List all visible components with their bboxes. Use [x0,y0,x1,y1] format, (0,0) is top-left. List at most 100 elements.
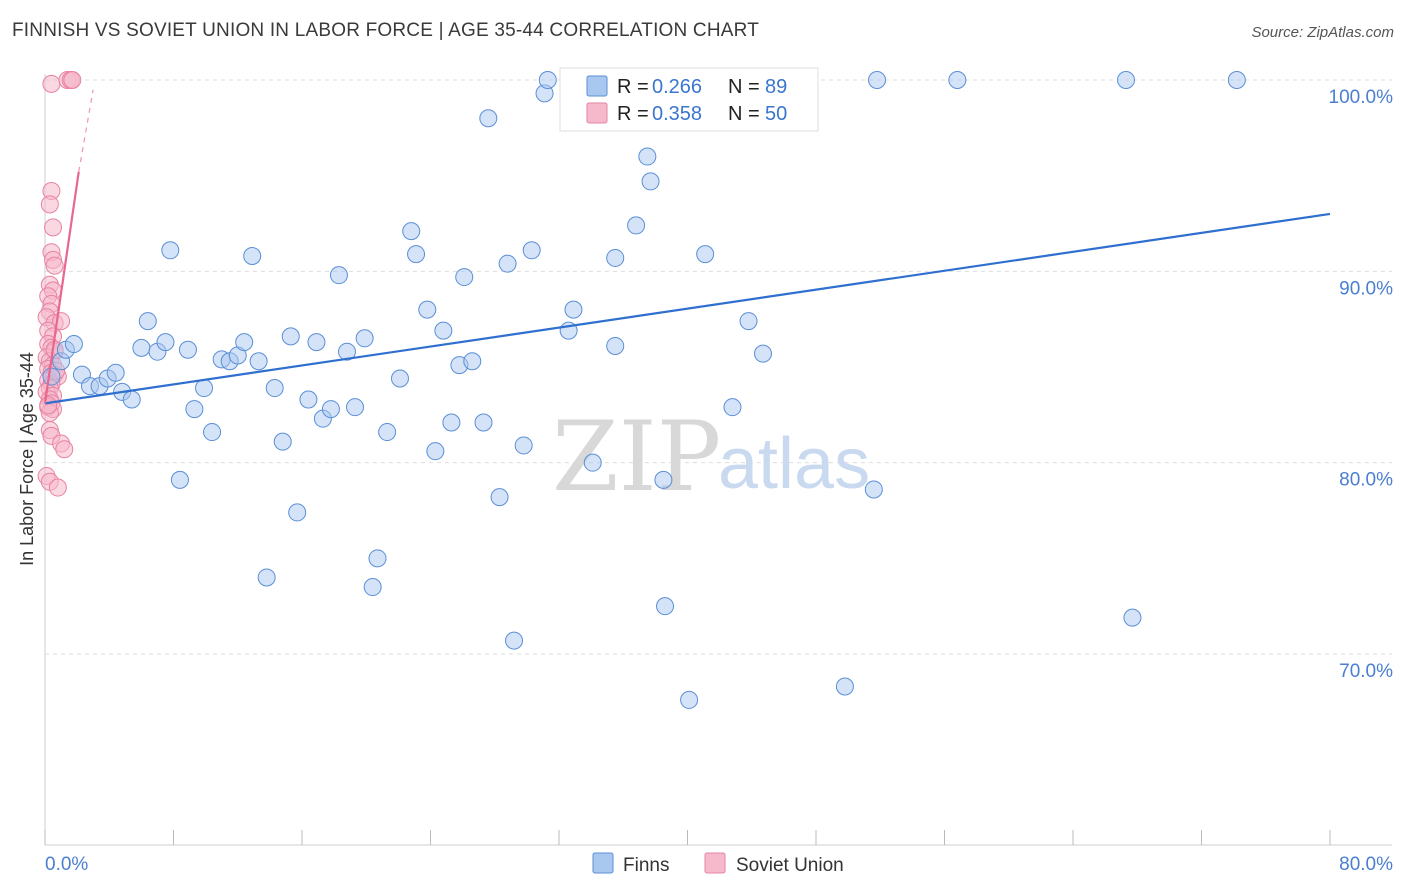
soviet-series-label: Soviet Union [736,855,844,876]
series-legend: Finns Soviet Union [592,852,844,876]
finn-point [434,321,453,340]
finn-point [564,300,583,319]
finn-point [490,488,509,507]
finn-point [299,390,318,409]
finn-point [42,367,61,386]
finn-point [696,245,715,264]
finn-point [680,690,699,709]
finns-n-value: 89 [765,76,787,98]
finn-point [479,109,498,128]
y-tick-label-100: 100.0% [1329,87,1394,108]
y-axis-tick-labels: 70.0% 80.0% 90.0% 100.0% [1329,87,1394,682]
y-tick-label-80: 80.0% [1339,470,1393,491]
finn-point [329,266,348,285]
finn-point [627,216,646,235]
finn-point [185,400,204,419]
finns-points [42,71,1246,709]
finn-point [106,363,125,382]
finn-point [864,480,883,499]
x-axis-ticks [44,830,1331,845]
finn-point [463,352,482,371]
finn-point [243,247,262,266]
soviet-point [55,440,74,459]
finn-point [606,336,625,355]
finn-point [638,147,657,166]
finn-point [132,338,151,357]
finn-point [281,327,300,346]
finn-point [641,172,660,191]
finn-point [538,71,557,89]
finn-point [505,631,524,650]
finn-point [522,241,541,260]
finn-point [1227,71,1246,89]
finn-point [257,568,276,587]
soviet-r-value: 0.358 [652,103,702,125]
finns-r-value: 0.266 [652,76,702,98]
finn-point [368,549,387,568]
finn-point [739,312,758,331]
finn-point [346,398,365,417]
finn-point [948,71,967,89]
finn-point [426,442,445,461]
finn-point [203,423,222,442]
finn-point [418,300,437,319]
soviet-n-value: 50 [765,103,787,125]
finn-point [390,369,409,388]
soviet-r-label: R = [617,103,649,125]
finn-point [407,245,426,264]
soviet-legend-swatch [586,102,608,124]
finn-point [288,503,307,522]
chart-title: FINNISH VS SOVIET UNION IN LABOR FORCE |… [12,20,760,41]
x-tick-label-max: 80.0% [1339,854,1393,875]
soviet-point [63,71,82,89]
finn-point [156,333,175,352]
finns-series-swatch [592,852,614,874]
finns-n-label: N = [728,76,760,98]
finn-point [321,400,340,419]
finn-point [835,677,854,696]
finn-point [654,470,673,489]
soviet-point [45,256,64,275]
soviet-n-label: N = [728,103,760,125]
soviet-point [39,396,58,415]
finn-point [265,379,284,398]
finn-point [514,436,533,455]
soviet-trend-extension [78,89,94,172]
soviet-point [42,74,61,93]
finn-point [474,413,493,432]
watermark-atlas: atlas [718,424,870,504]
finn-point [273,432,292,451]
watermark-zip: ZIP [552,401,721,513]
finn-point [161,241,180,260]
y-tick-label-90: 90.0% [1339,278,1393,299]
source-label: Source: ZipAtlas.com [1251,24,1394,41]
finn-point [178,340,197,359]
finn-point [1123,608,1142,627]
finn-point [442,413,461,432]
finn-point [64,335,83,354]
grid-lines [45,79,1392,655]
finn-point [170,470,189,489]
stats-legend: R = 0.266 N = 89 R = 0.358 N = 50 [559,67,819,132]
finns-legend-swatch [586,75,608,97]
watermark: ZIP atlas [552,401,870,513]
finn-point [378,423,397,442]
finn-point [138,312,157,331]
soviet-point [40,195,59,214]
finn-point [583,453,602,472]
finn-point [723,398,742,417]
finn-point [355,329,374,348]
soviet-series-swatch [704,852,726,874]
finn-point [1117,71,1136,89]
trend-lines [43,89,1331,405]
soviet-point [48,478,67,497]
finn-point [455,268,474,287]
finns-trend-line [44,212,1331,405]
finn-point [235,333,254,352]
y-tick-label-70: 70.0% [1339,661,1393,682]
y-axis-label: In Labor Force | Age 35-44 [17,352,37,566]
finn-point [249,352,268,371]
finn-point [656,597,675,616]
finn-point [363,578,382,597]
